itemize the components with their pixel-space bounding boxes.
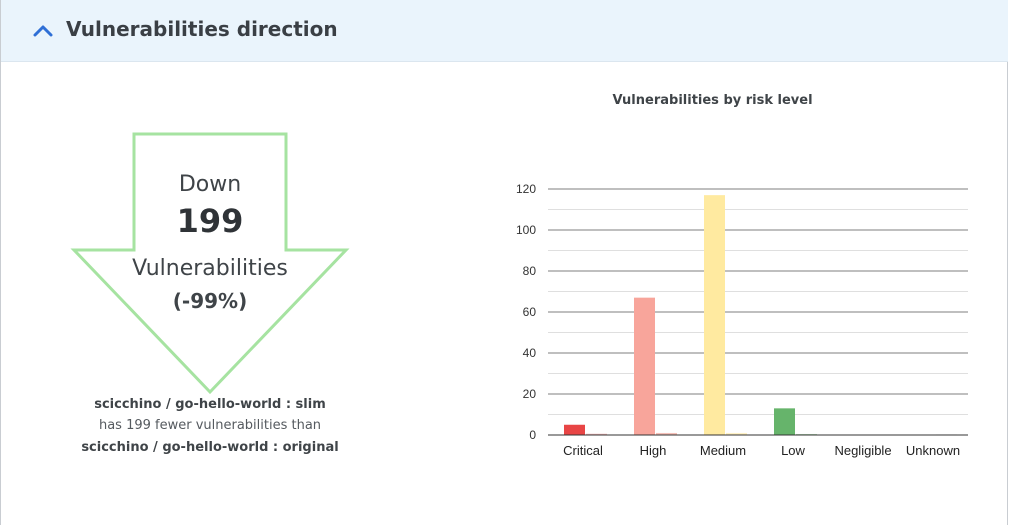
x-tick-label: High: [640, 443, 667, 458]
direction-label: Down: [178, 172, 242, 197]
unit-label: Vulnerabilities: [132, 256, 288, 281]
bar-high: [634, 297, 655, 435]
x-tick-label: Negligible: [834, 443, 891, 458]
bar-low-secondary: [796, 433, 817, 435]
chart-title: Vulnerabilities by risk level: [612, 93, 813, 108]
vulnerability-delta-count: 199: [176, 202, 244, 240]
section-header[interactable]: Vulnerabilities direction: [1, 0, 1008, 62]
x-tick-label: Medium: [700, 443, 746, 458]
x-tick-label: Low: [781, 443, 805, 458]
bar-medium-secondary: [726, 432, 747, 435]
x-tick-label: Critical: [563, 443, 603, 458]
comparison-text: has 199 fewer vulnerabilities than: [98, 418, 322, 433]
bar-critical: [564, 424, 585, 435]
y-tick-label: 120: [516, 182, 536, 196]
bar-low: [774, 408, 795, 435]
y-tick-label: 0: [529, 428, 536, 442]
bar-high-secondary: [656, 432, 677, 435]
y-tick-label: 80: [523, 264, 537, 278]
bar-medium: [704, 195, 725, 435]
down-arrow-graphic: [70, 132, 350, 395]
compared-image-name: scicchino / go-hello-world : slim: [94, 397, 326, 412]
y-tick-label: 20: [523, 387, 537, 401]
section-title: Vulnerabilities direction: [66, 17, 338, 41]
y-tick-label: 100: [516, 223, 536, 237]
percent-change: (-99%): [172, 289, 248, 313]
y-tick-label: 40: [523, 346, 537, 360]
y-tick-label: 60: [523, 305, 537, 319]
baseline-image-name: scicchino / go-hello-world : original: [81, 440, 339, 455]
chevron-up-icon[interactable]: [32, 21, 54, 41]
x-tick-label: Unknown: [906, 443, 960, 458]
risk-level-bar-chart: 0 20 40 60 80 100 120 Critical High Medium Low Negl…: [516, 182, 968, 458]
bar-critical-secondary: [586, 433, 607, 435]
